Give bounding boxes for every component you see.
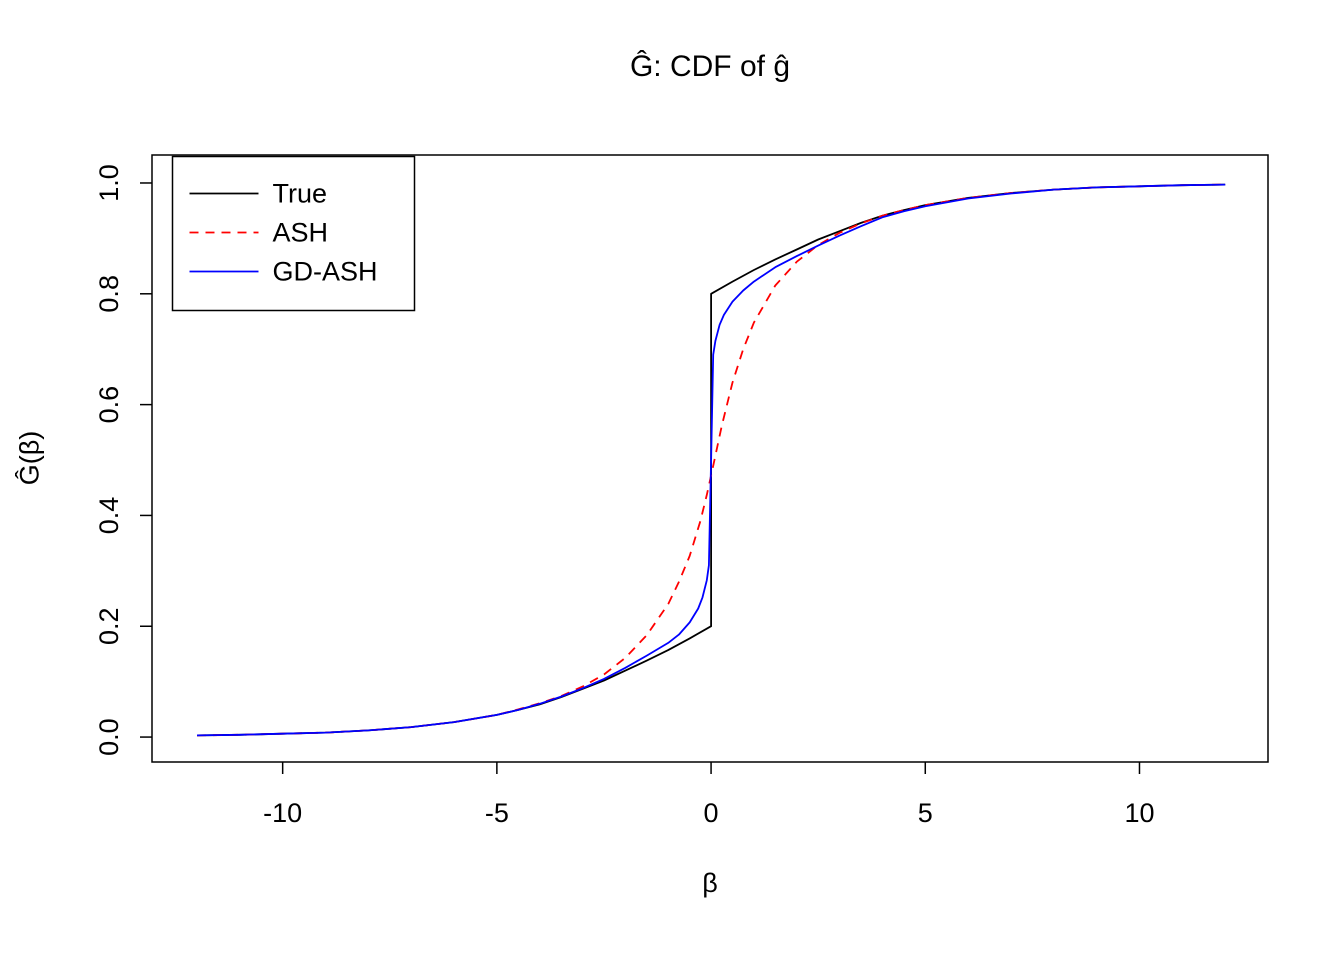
- y-tick-label: 0.2: [94, 607, 124, 645]
- series-gd-ash: [196, 183, 1226, 737]
- chart-title: Ĝ: CDF of ĝ: [629, 50, 791, 83]
- x-tick-label: -5: [485, 798, 509, 828]
- y-tick-label: 0.4: [94, 497, 124, 535]
- x-axis-label: β: [702, 868, 718, 898]
- x-tick-label: 5: [918, 798, 933, 828]
- legend-box: [171, 155, 416, 312]
- legend-label-gd-ash: GD-ASH: [273, 257, 378, 287]
- y-tick-label: 0.0: [94, 718, 124, 756]
- x-tick-label: -10: [263, 798, 302, 828]
- legend-label-ash: ASH: [273, 218, 329, 248]
- x-tick-label: 10: [1124, 798, 1154, 828]
- plot-box: [151, 154, 1269, 763]
- x-tick-label: 0: [704, 798, 719, 828]
- y-tick-label: 1.0: [94, 164, 124, 202]
- y-tick-label: 0.8: [94, 275, 124, 313]
- legend-label-true: True: [273, 179, 328, 209]
- y-tick-label: 0.6: [94, 386, 124, 424]
